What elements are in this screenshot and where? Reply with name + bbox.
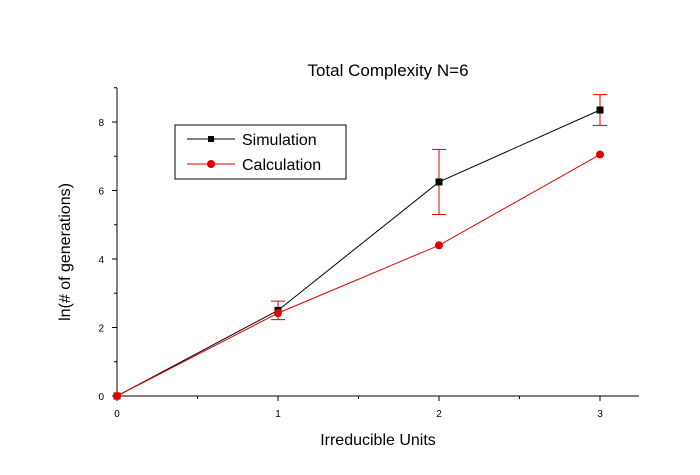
data-point-simulation bbox=[596, 106, 604, 114]
x-tick-label: 1 bbox=[275, 409, 281, 420]
legend-marker-simulation bbox=[208, 136, 214, 142]
x-ticks: 0 1 2 3 bbox=[114, 396, 603, 420]
y-axis-label: ln(# of generations) bbox=[57, 183, 74, 321]
series-calculation bbox=[113, 150, 604, 400]
series-line-calculation bbox=[116, 154, 601, 397]
x-tick-label: 2 bbox=[436, 409, 442, 420]
y-tick-label: 0 bbox=[98, 392, 104, 403]
series-line-simulation bbox=[116, 109, 601, 397]
legend-marker-calculation bbox=[207, 160, 215, 168]
x-tick-label: 0 bbox=[114, 409, 120, 420]
y-tick-label: 4 bbox=[98, 255, 104, 266]
legend-label-simulation: Simulation bbox=[242, 132, 317, 149]
data-point-calculation bbox=[113, 392, 121, 400]
x-axis-label: Irreducible Units bbox=[320, 432, 436, 449]
legend: Simulation Calculation bbox=[174, 124, 347, 180]
x-tick-label: 3 bbox=[597, 409, 603, 420]
chart-title: Total Complexity N=6 bbox=[307, 61, 468, 80]
series-layer bbox=[113, 94, 607, 400]
legend-label-calculation: Calculation bbox=[242, 157, 321, 174]
data-point-calculation bbox=[435, 241, 443, 250]
y-tick-label: 6 bbox=[98, 187, 104, 198]
y-ticks: 0 2 4 6 8 bbox=[98, 87, 117, 403]
y-tick-label: 2 bbox=[98, 324, 104, 335]
legend-box bbox=[174, 124, 347, 180]
data-point-calculation bbox=[274, 309, 282, 318]
data-point-calculation bbox=[596, 150, 604, 159]
axes bbox=[116, 88, 639, 397]
y-tick-label: 8 bbox=[98, 118, 104, 129]
data-point-simulation bbox=[435, 178, 443, 186]
